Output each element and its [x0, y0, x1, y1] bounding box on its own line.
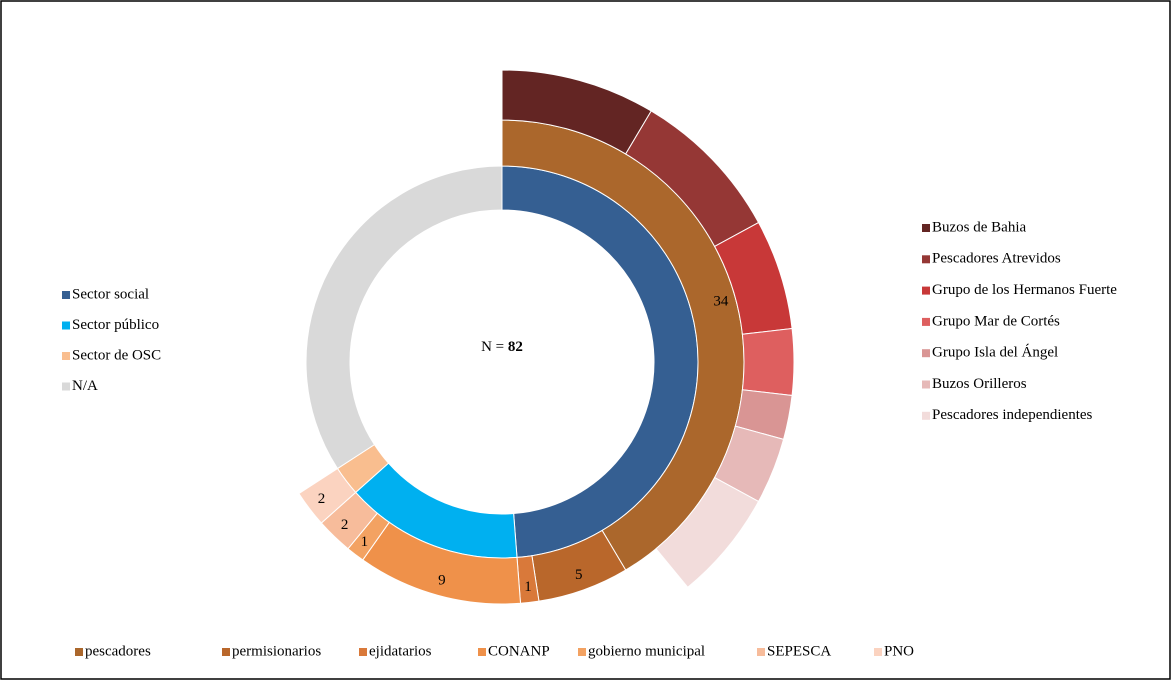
center-text: N = — [481, 339, 508, 355]
legend-swatch — [62, 382, 70, 391]
value-label: 2 — [341, 517, 349, 533]
segment — [655, 476, 760, 588]
legend-label: Grupo de los Hermanos Fuerte — [932, 282, 1117, 298]
segment — [298, 467, 357, 524]
legend-label: CONANP — [488, 643, 550, 659]
legend-label: Sector social — [72, 286, 149, 302]
value-label: 1 — [361, 534, 369, 550]
legend-label: PNO — [884, 643, 914, 659]
legend-swatch — [922, 317, 930, 326]
legend-label: Grupo Mar de Cortés — [932, 313, 1060, 329]
legend-swatch — [75, 648, 83, 656]
value-label: 34 — [713, 293, 729, 309]
legend-swatch — [359, 648, 367, 656]
legend-label: pescadores — [85, 643, 151, 659]
center-label: N = 82 — [481, 339, 523, 355]
segment — [741, 327, 795, 397]
legend-swatch — [222, 648, 230, 656]
legend-swatch — [922, 286, 930, 295]
legend-swatch — [578, 648, 586, 656]
legend-label: gobierno municipal — [588, 643, 705, 659]
legend-label: Pescadores Atrevidos — [932, 251, 1061, 267]
value-label: 5 — [575, 567, 583, 583]
legend-swatch — [757, 648, 765, 656]
legend-label: N/A — [72, 378, 98, 394]
legend-swatch — [922, 224, 930, 232]
segment — [305, 165, 503, 470]
legend-swatch — [922, 349, 930, 358]
center-value: 82 — [508, 339, 523, 355]
legend-swatch — [62, 321, 70, 330]
legend-label: Buzos Orilleros — [932, 376, 1027, 392]
legend-label: Pescadores independientes — [932, 407, 1093, 423]
legend-swatch — [922, 255, 930, 264]
legend-swatch — [62, 352, 70, 360]
legend-label: Grupo Isla del Ángel — [932, 344, 1058, 361]
value-label: 1 — [524, 579, 532, 595]
legend-swatch — [874, 648, 882, 656]
legend-label: Sector público — [72, 317, 159, 333]
value-label: 2 — [318, 491, 326, 507]
legend-swatch — [62, 291, 70, 299]
legend-swatch — [922, 380, 930, 389]
legend-swatch — [922, 411, 930, 420]
legend-swatch — [478, 648, 486, 656]
legend-label: ejidatarios — [369, 643, 432, 659]
value-label: 9 — [438, 572, 446, 588]
legend-label: permisionarios — [232, 643, 321, 659]
legend-label: Buzos de Bahia — [932, 219, 1026, 235]
legend-label: Sector de OSC — [72, 347, 161, 363]
legend-label: SEPESCA — [767, 643, 831, 659]
